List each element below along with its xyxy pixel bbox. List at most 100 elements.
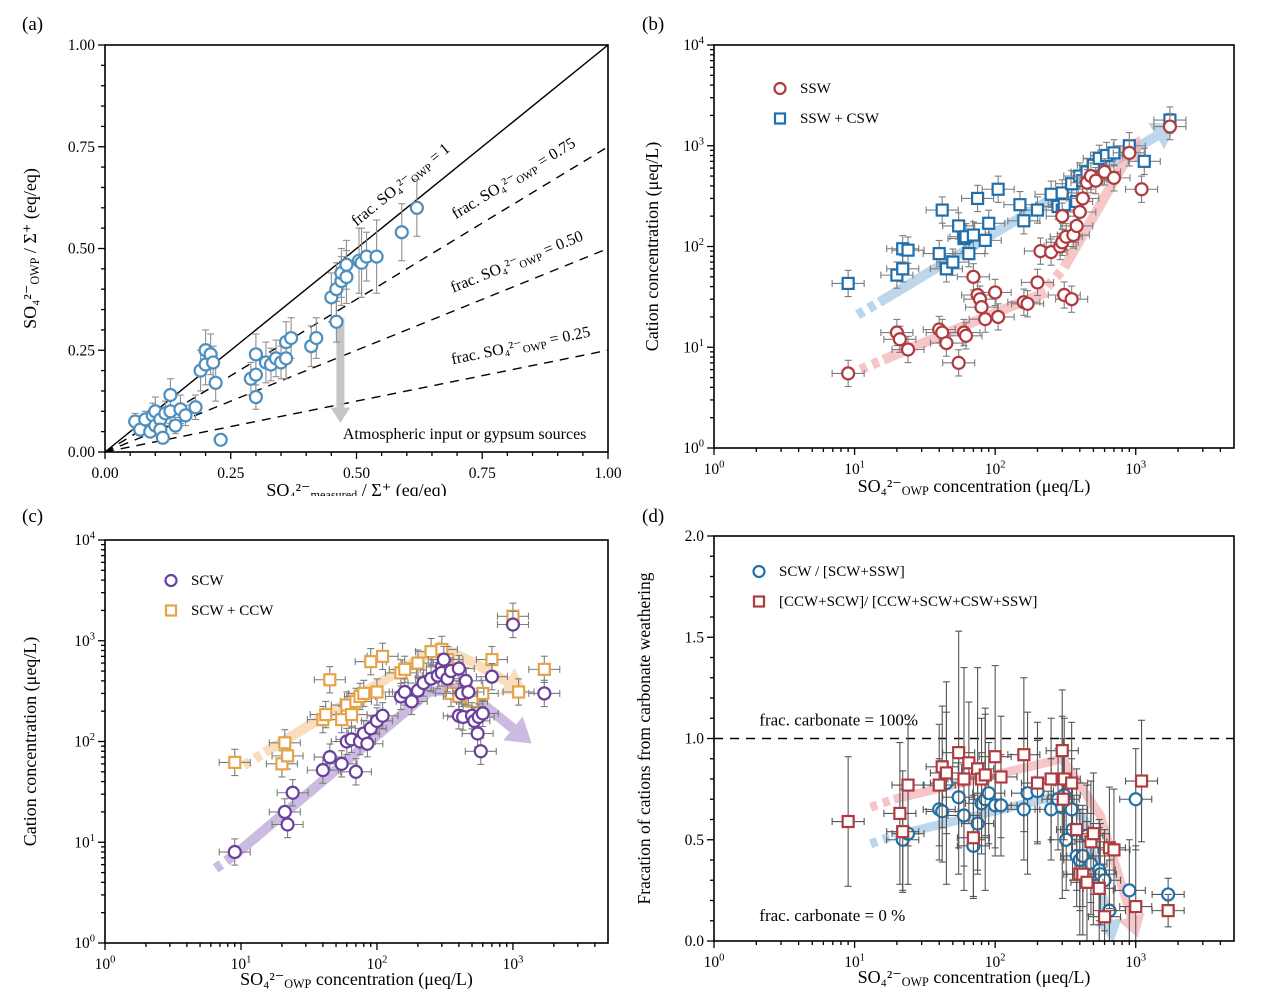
svg-text:101: 101: [844, 460, 865, 479]
data-point: [1134, 182, 1149, 197]
data-point: [248, 367, 263, 382]
axes: 100 101 102 103 100 101 102 103 104: [683, 36, 1222, 479]
svg-text:100: 100: [704, 460, 725, 479]
svg-text:0.00: 0.00: [68, 444, 95, 461]
svg-text:1.5: 1.5: [685, 629, 705, 646]
svg-text:0.0: 0.0: [685, 933, 705, 950]
data-point: [178, 408, 193, 423]
panel-d: 100 101 102 103 0.0 0.5 1.0 1.5 2.0 SCW / [SCW+SS…: [630, 496, 1267, 992]
data-point: [436, 652, 451, 667]
legend-marker-square: [164, 604, 178, 617]
data-point: [901, 778, 915, 792]
svg-text:102: 102: [683, 237, 704, 256]
plot-border: [104, 44, 609, 453]
data-point: [309, 330, 324, 346]
legend-marker-circle: [773, 81, 787, 96]
data-point: [966, 269, 981, 284]
data-point: [315, 763, 330, 778]
svg-text:102: 102: [74, 732, 95, 751]
data-point: [280, 817, 295, 832]
data-point: [988, 750, 1002, 764]
data-point: [994, 770, 1008, 784]
svg-text:1.00: 1.00: [594, 465, 621, 482]
data-point: [484, 669, 499, 684]
data-point: [1088, 173, 1103, 188]
series--ccw-scw-ccw-scw-csw-ssw-: [831, 630, 1185, 942]
markers: [128, 200, 424, 447]
data-point: [329, 314, 344, 329]
series-ssw-csw: [831, 106, 1187, 298]
svg-text:2.0: 2.0: [685, 528, 705, 545]
data-point: [991, 182, 1005, 196]
data-point: [375, 649, 390, 663]
data-point: [1030, 275, 1045, 290]
svg-text:101: 101: [74, 833, 95, 852]
legend-label: [CCW+SCW]/ [CCW+SCW+CSW+SSW]: [779, 594, 1037, 610]
svg-text:frac. SO₄²⁻OWP = 0.75: frac. SO₄²⁻OWP = 0.75: [449, 135, 580, 225]
error-bars: [831, 106, 1187, 298]
axes: 0.00 0.25 0.50 0.75 1.00 0.00 0.25 0.50 0.75 1.00: [68, 37, 622, 482]
data-point: [404, 694, 419, 709]
series-owp-fraction-data: [128, 178, 424, 447]
data-point: [978, 768, 992, 782]
data-point: [966, 831, 980, 845]
data-point: [1070, 823, 1084, 837]
x-axis-label: SO₄²⁻OWP concentration (μeq/L): [858, 967, 1091, 989]
data-point: [511, 685, 526, 699]
svg-text:0.75: 0.75: [68, 139, 95, 156]
panel-label: (b): [642, 14, 664, 35]
panel-c-chart: 100 101 102 103 100 101 102 103 104 SCW SCW + CCW (…: [20, 506, 609, 991]
markers: [841, 113, 1177, 291]
svg-text:104: 104: [74, 531, 96, 550]
plot-border: [713, 44, 1235, 449]
panel-c: 100 101 102 103 100 101 102 103 104 SCW SCW + CCW (…: [0, 496, 640, 992]
data-point: [475, 706, 490, 721]
data-point: [981, 786, 996, 801]
data-point: [978, 312, 993, 327]
data-point: [398, 662, 412, 676]
data-point: [935, 203, 949, 217]
legend-marker-square: [773, 112, 787, 125]
data-point: [841, 814, 855, 829]
data-point: [932, 778, 946, 792]
legend: SSW SSW + CSW: [773, 81, 880, 127]
svg-text:100: 100: [683, 439, 704, 458]
reference-lines: [105, 45, 608, 452]
data-point: [248, 389, 263, 405]
data-point: [1134, 774, 1149, 788]
data-point: [323, 673, 337, 687]
data-point: [411, 656, 425, 670]
panel-b: 100 101 102 103 100 101 102 103 104 SSW SSW + CSW (…: [630, 0, 1267, 496]
data-point: [319, 707, 333, 722]
data-point: [896, 825, 910, 839]
plot-border: [104, 539, 609, 944]
data-point: [1092, 881, 1106, 895]
data-point: [284, 330, 299, 346]
data-point: [206, 355, 221, 370]
svg-text:0.5: 0.5: [685, 832, 705, 849]
x-axis-label: SO₄²⁻OWP concentration (μeq/L): [858, 476, 1091, 496]
panel-d-chart: 100 101 102 103 0.0 0.5 1.0 1.5 2.0 SCW / [SCW+SS…: [634, 506, 1235, 989]
svg-text:104: 104: [683, 36, 705, 55]
panel-label: (d): [642, 506, 664, 527]
y-axis-label: Cation concentration (μeq/L): [642, 142, 663, 352]
data-point: [901, 243, 915, 257]
data-point: [278, 736, 292, 750]
data-point: [364, 655, 378, 669]
data-point: [1075, 191, 1090, 206]
data-point: [1044, 772, 1058, 786]
data-point: [1080, 875, 1094, 889]
svg-text:100: 100: [95, 955, 116, 974]
series-ssw: [831, 112, 1187, 388]
svg-text:0.50: 0.50: [68, 241, 95, 258]
data-point: [227, 844, 242, 860]
series-scw: [218, 610, 561, 866]
data-point: [982, 216, 996, 230]
data-point: [476, 686, 490, 701]
data-point: [1064, 292, 1079, 307]
data-point: [1030, 203, 1045, 217]
legend-marker-circle: [164, 573, 178, 588]
data-point: [1128, 792, 1143, 807]
y-axis-label: SO₄²⁻OWP / Σ⁺ (eq/eq): [20, 168, 42, 329]
data-point: [932, 247, 946, 261]
